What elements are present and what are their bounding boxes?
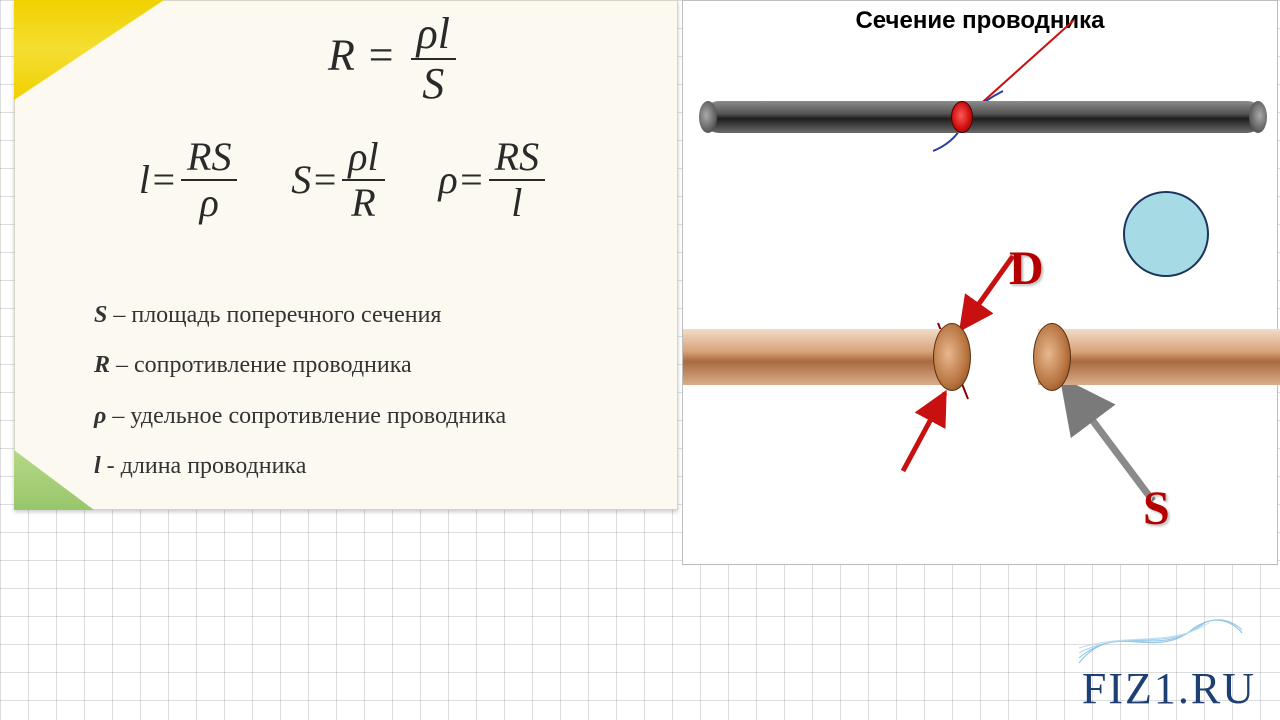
blue-circle [1123,191,1209,277]
label-s: S [1143,481,1170,536]
conductor-cap-right [1033,323,1071,391]
formula-main-num: ρl [411,10,456,60]
conductor-cap-left [933,323,971,391]
slide-panel: R = ρl S l = RSρ S = ρlR ρ = RSl S – пло… [14,0,678,510]
logo: FIZ1.RU [1082,663,1256,714]
formula-rho: ρ = RSl [438,135,549,225]
legend-row: ρ – удельное сопротивление проводника [94,391,506,441]
legend-row: l - длина проводника [94,441,506,491]
conductor-bottom-right [1038,329,1280,385]
decor-wedge-yellow [14,0,164,100]
formula-l: l = RSρ [139,135,242,225]
formula-row: l = RSρ S = ρlR ρ = RSl [114,135,574,225]
conductor-top [703,101,1263,133]
logo-swirl-icon [1074,608,1244,668]
label-d: D [1009,241,1044,296]
formula-block: R = ρl S l = RSρ S = ρlR ρ = RSl [144,10,644,225]
formula-s: S = ρlR [291,135,388,225]
formula-main-den: S [411,60,456,108]
diagram-panel: Сечение проводника D S [682,0,1278,565]
cross-section-dot [951,101,973,133]
formula-main: R = ρl S [144,10,644,109]
legend: S – площадь поперечного сечения R – сопр… [94,290,506,492]
pointer-lines [683,1,1279,566]
logo-text: FIZ1.RU [1082,664,1256,713]
decor-wedge-green [14,450,94,510]
legend-row: S – площадь поперечного сечения [94,290,506,340]
legend-row: R – сопротивление проводника [94,340,506,390]
formula-main-lhs: R [328,30,355,79]
conductor-bottom-left [683,329,958,385]
